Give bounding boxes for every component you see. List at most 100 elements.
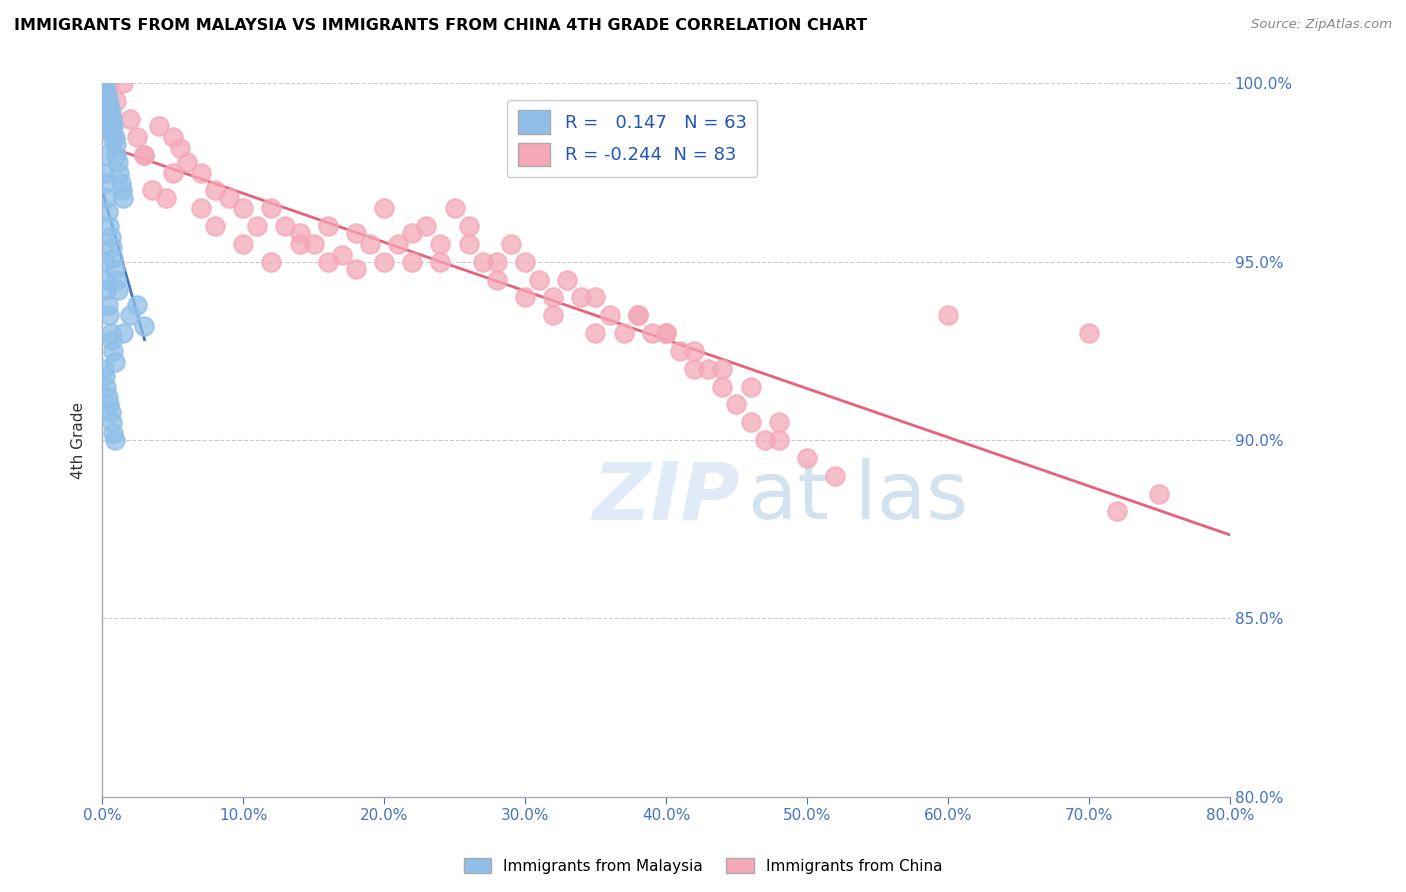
- Point: [796, 450, 818, 465]
- Point: [1077, 326, 1099, 340]
- Point: [101, 415, 124, 429]
- Point: [176, 154, 198, 169]
- Point: [641, 326, 664, 340]
- Point: [104, 261, 127, 276]
- Point: [527, 272, 550, 286]
- Point: [103, 425, 125, 440]
- Point: [260, 254, 283, 268]
- Point: [98, 397, 121, 411]
- Point: [499, 236, 522, 251]
- Point: [93, 165, 115, 179]
- Text: at las: at las: [748, 458, 967, 536]
- Point: [204, 183, 226, 197]
- Point: [1149, 486, 1171, 500]
- Point: [711, 361, 734, 376]
- Point: [429, 254, 451, 268]
- Point: [359, 236, 381, 251]
- Point: [105, 137, 128, 152]
- Point: [302, 236, 325, 251]
- Point: [627, 308, 650, 322]
- Point: [162, 165, 184, 179]
- Point: [112, 326, 135, 340]
- Point: [96, 95, 118, 109]
- Point: [110, 176, 132, 190]
- Point: [571, 290, 593, 304]
- Point: [344, 226, 367, 240]
- Point: [104, 433, 127, 447]
- Point: [627, 308, 650, 322]
- Point: [112, 77, 135, 91]
- Point: [415, 219, 437, 233]
- Point: [98, 308, 121, 322]
- Point: [103, 343, 125, 358]
- Point: [112, 190, 135, 204]
- Point: [768, 415, 790, 429]
- Point: [94, 98, 117, 112]
- Point: [190, 201, 212, 215]
- Point: [373, 201, 395, 215]
- Point: [103, 251, 125, 265]
- Point: [169, 141, 191, 155]
- Point: [101, 127, 124, 141]
- Point: [127, 297, 149, 311]
- Point: [485, 254, 508, 268]
- Point: [260, 201, 283, 215]
- Point: [104, 354, 127, 368]
- Point: [683, 361, 706, 376]
- Point: [232, 236, 254, 251]
- Point: [93, 95, 115, 109]
- Point: [541, 290, 564, 304]
- Point: [93, 77, 115, 91]
- Point: [127, 130, 149, 145]
- Point: [1105, 504, 1128, 518]
- Point: [105, 95, 128, 109]
- Point: [108, 165, 131, 179]
- Point: [98, 77, 121, 91]
- Point: [316, 254, 339, 268]
- Point: [711, 379, 734, 393]
- Point: [100, 404, 122, 418]
- Point: [98, 219, 121, 233]
- Point: [513, 254, 536, 268]
- Point: [111, 183, 134, 197]
- Point: [103, 120, 125, 134]
- Point: [541, 308, 564, 322]
- Point: [148, 120, 170, 134]
- Point: [316, 219, 339, 233]
- Point: [330, 247, 353, 261]
- Point: [120, 112, 142, 127]
- Point: [232, 201, 254, 215]
- Point: [93, 361, 115, 376]
- Point: [599, 308, 621, 322]
- Point: [97, 116, 120, 130]
- Point: [288, 226, 311, 240]
- Point: [98, 98, 121, 112]
- Point: [585, 290, 607, 304]
- Legend: R =   0.147   N = 63, R = -0.244  N = 83: R = 0.147 N = 63, R = -0.244 N = 83: [506, 100, 758, 177]
- Point: [100, 229, 122, 244]
- Text: ZIP: ZIP: [592, 458, 740, 536]
- Point: [697, 361, 720, 376]
- Point: [96, 84, 118, 98]
- Point: [96, 190, 118, 204]
- Text: IMMIGRANTS FROM MALAYSIA VS IMMIGRANTS FROM CHINA 4TH GRADE CORRELATION CHART: IMMIGRANTS FROM MALAYSIA VS IMMIGRANTS F…: [14, 18, 868, 33]
- Point: [97, 297, 120, 311]
- Point: [288, 236, 311, 251]
- Point: [555, 272, 578, 286]
- Point: [94, 77, 117, 91]
- Point: [101, 333, 124, 347]
- Point: [97, 204, 120, 219]
- Point: [96, 105, 118, 120]
- Point: [513, 290, 536, 304]
- Point: [155, 190, 177, 204]
- Point: [93, 84, 115, 98]
- Point: [443, 201, 465, 215]
- Point: [100, 120, 122, 134]
- Point: [97, 390, 120, 404]
- Point: [669, 343, 692, 358]
- Point: [754, 433, 776, 447]
- Point: [141, 183, 163, 197]
- Point: [94, 368, 117, 383]
- Point: [471, 254, 494, 268]
- Point: [457, 219, 479, 233]
